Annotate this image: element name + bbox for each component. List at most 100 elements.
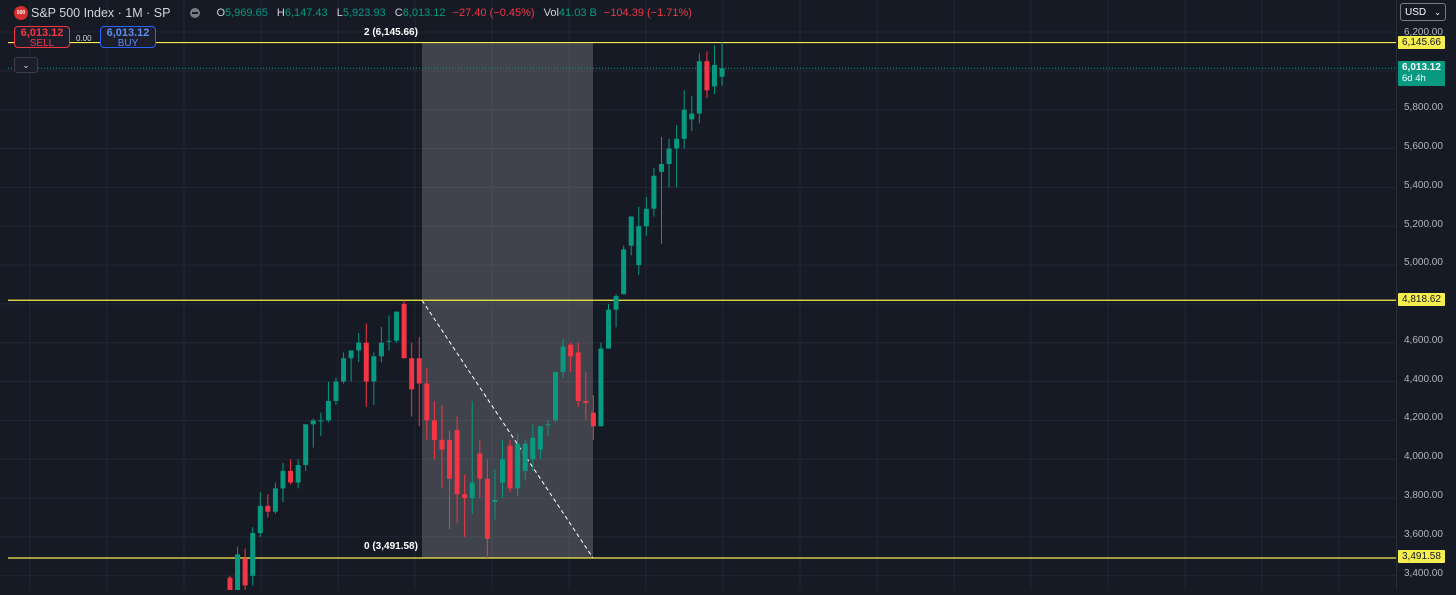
candle-body [477,453,483,479]
chevron-down-icon: ⌄ [22,59,30,70]
candle-body [696,61,702,114]
candle-body [666,148,672,165]
candle-body [235,554,241,595]
candle-body [378,342,384,357]
price-tick: 3,600.00 [1404,529,1443,540]
candle-body [250,533,256,576]
currency-select[interactable]: USD ⌄ [1400,3,1446,21]
last-price: 6,013.12 [1402,62,1441,73]
candle-body [643,208,649,227]
candle-body [469,482,475,499]
fib-bottom-label: 0 (3,491.58) [364,541,418,552]
change-value: −27.40 (−0.45%) [452,7,535,19]
candle-body [447,439,453,479]
candle-body [719,68,725,77]
volume-value: 41.03 B [558,7,597,19]
level-tag-low: 3,491.58 [1398,550,1445,563]
close-key: C [394,7,403,19]
candle-body [409,358,415,390]
candle-body [280,470,286,489]
collapse-button[interactable]: ⌄ [14,57,38,73]
candle-body [484,478,490,539]
candle-body [431,420,437,440]
candle-body [621,249,627,295]
candle-body [318,420,324,422]
candle-body [492,500,498,502]
close-value: 6,013.12 [402,7,446,19]
sp500-logo: 500 [14,6,28,20]
candle-body [628,216,634,246]
candle-body [348,350,354,359]
candle-body [583,400,589,403]
candle-body [257,505,263,534]
price-tick: 4,400.00 [1404,374,1443,385]
candle-body [325,400,331,421]
price-tick: 3,400.00 [1404,568,1443,579]
sell-price: 6,013.12 [20,27,64,39]
candle-body [265,505,271,512]
candle-body [537,426,543,450]
volume-key: Vol [543,7,559,19]
candle-body [386,340,392,342]
candle-body [454,430,460,495]
volume-change: −104.39 (−1.71%) [603,7,692,19]
candle-body [636,226,642,266]
candle-body [356,342,362,351]
price-tick: 4,600.00 [1404,335,1443,346]
candle-body [560,346,566,372]
candle-body [598,348,604,427]
price-tick: 4,200.00 [1404,412,1443,423]
candle-body [303,424,309,466]
low-key: L [336,7,343,19]
candle-body [439,439,445,450]
chevron-down-icon: ⌄ [1434,8,1441,17]
candle-body [363,342,369,382]
buy-button[interactable]: 6,013.12 BUY [100,26,156,49]
price-tick: 5,200.00 [1404,219,1443,230]
price-tick: 5,600.00 [1404,141,1443,152]
candle-body [704,61,710,91]
level-tag-mid: 4,818.62 [1398,293,1445,306]
candle-body [272,488,278,512]
candle-body [242,558,248,586]
candle-body [401,303,407,359]
candle-body [333,381,339,401]
candle-body [711,65,717,87]
high-key: H [276,7,285,19]
fib-top-label: 2 (6,145.66) [364,27,418,38]
currency-value: USD [1405,7,1427,18]
candle-body [341,358,347,382]
candle-body [522,443,528,471]
sell-button[interactable]: 6,013.12 SELL [14,26,70,49]
price-tick: 6,200.00 [1404,27,1443,38]
high-value: 6,147.43 [284,7,328,19]
candle-body [394,311,400,341]
candle-body [424,383,430,421]
price-tick: 5,400.00 [1404,180,1443,191]
candle-body [658,164,664,172]
fib-trend-line [421,299,594,559]
low-value: 5,923.93 [342,7,386,19]
symbol-title[interactable]: S&P 500 Index · 1M · SP [31,6,171,20]
symbol-header: 500 S&P 500 Index · 1M · SP O5,969.65 H6… [14,4,692,22]
buy-label: BUY [117,38,139,49]
ohlc-readout: O5,969.65 H6,147.43 L5,923.93 C6,013.12 … [210,7,692,19]
sell-label: SELL [29,38,55,49]
candle-body [689,113,695,120]
eye-icon[interactable] [190,8,201,18]
candle-body [462,494,468,499]
candle-body [515,443,521,489]
candle-body [295,465,301,483]
last-price-tag: 6,013.12 6d 4h [1398,61,1445,86]
open-value: 5,969.65 [225,7,268,19]
bar-countdown: 6d 4h [1402,73,1426,84]
candle-body [575,352,581,401]
price-tick: 3,800.00 [1404,490,1443,501]
candle-body [416,358,422,384]
price-tick: 5,000.00 [1404,257,1443,268]
buy-price: 6,013.12 [106,27,150,39]
open-key: O [216,7,225,19]
candle-body [507,445,513,489]
